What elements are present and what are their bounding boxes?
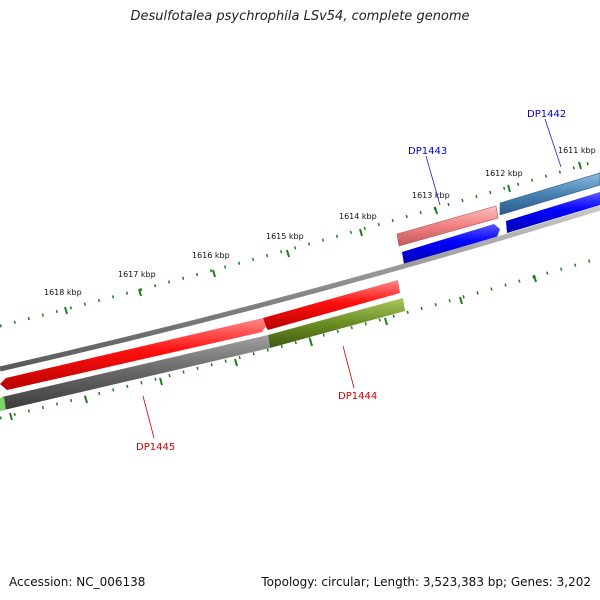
- genome-backbone: [0, 205, 600, 372]
- gene-label-leaders: [142, 118, 562, 439]
- kbp-label: 1615 kbp: [266, 232, 304, 241]
- cds-dp1445[interactable]: [0, 318, 266, 390]
- olive-feature-bar[interactable]: [268, 298, 405, 348]
- inner-major-tick: [9, 412, 13, 421]
- kbp-label: 1618 kbp: [44, 288, 82, 297]
- gene-label-dp1445[interactable]: DP1445: [136, 442, 175, 453]
- cds-dp1443[interactable]: [402, 224, 500, 264]
- genome-stats-text: Topology: circular; Length: 3,523,383 bp…: [261, 575, 591, 589]
- inner-major-tick: [309, 338, 313, 347]
- upper-features: [396, 172, 600, 264]
- steelblue-feature-bar[interactable]: [499, 172, 600, 216]
- kbp-label: 1611 kbp: [558, 146, 596, 155]
- kbp-label: 1614 kbp: [339, 212, 377, 221]
- major-tick: [434, 206, 438, 215]
- major-tick: [286, 249, 290, 258]
- inner-major-tick: [84, 395, 88, 404]
- major-tick: [507, 184, 511, 193]
- inner-major-tick: [459, 296, 463, 305]
- kbp-label: 1617 kbp: [118, 270, 156, 279]
- accession-text: Accession: NC_006138: [9, 575, 146, 589]
- gene-labels: DP1442 DP1443 DP1444 DP1445: [136, 109, 566, 453]
- lower-features: [0, 280, 405, 411]
- major-tick: [359, 228, 363, 237]
- cds-dp1444[interactable]: [263, 280, 400, 330]
- major-tick: [64, 306, 68, 315]
- outer-tick-ring: [0, 158, 600, 328]
- inner-tick-ring: [0, 256, 600, 421]
- map-title: Desulfotalea psychrophila LSv54, complet…: [130, 9, 470, 24]
- major-tick: [578, 161, 582, 170]
- gene-label-dp1444[interactable]: DP1444: [338, 391, 377, 402]
- gene-label-dp1443[interactable]: DP1443: [408, 146, 447, 157]
- inner-major-tick: [159, 377, 163, 386]
- kbp-label: 1613 kbp: [412, 191, 450, 200]
- kbp-label: 1616 kbp: [192, 251, 230, 260]
- inner-major-tick: [384, 317, 388, 326]
- green-feature-bar[interactable]: [0, 397, 6, 411]
- pink-feature-bar[interactable]: [396, 205, 499, 247]
- gene-label-dp1442[interactable]: DP1442: [527, 109, 566, 120]
- major-tick: [212, 269, 216, 278]
- inner-major-tick: [234, 358, 238, 367]
- gray-feature-bar[interactable]: [2, 335, 270, 410]
- inner-major-tick: [533, 274, 537, 283]
- kbp-labels: 1618 kbp 1617 kbp 1616 kbp 1615 kbp 1614…: [44, 146, 596, 297]
- kbp-label: 1612 kbp: [485, 169, 523, 178]
- major-tick: [138, 288, 142, 297]
- cds-dp1442[interactable]: [506, 192, 600, 233]
